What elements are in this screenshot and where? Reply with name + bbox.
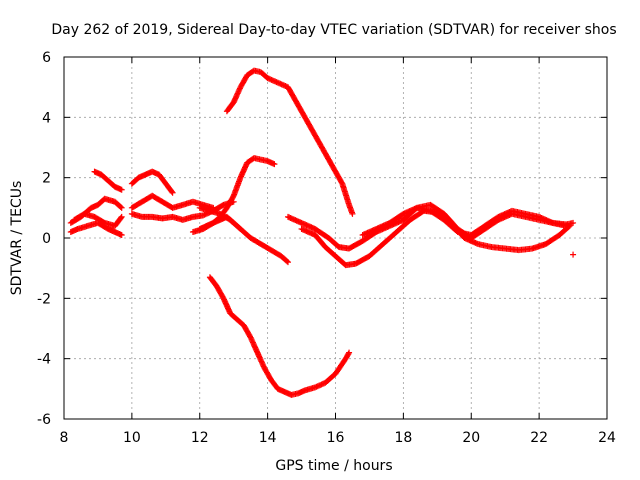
data-point — [117, 214, 124, 221]
data-point — [169, 189, 176, 196]
y-axis-label: SDTVAR / TECUs — [9, 181, 25, 296]
data-point — [284, 259, 291, 266]
y-tick-label: 4 — [42, 110, 51, 126]
series-track-evening-c — [359, 204, 570, 238]
data-point — [346, 349, 353, 356]
chart-title: Day 262 of 2019, Sidereal Day-to-day VTE… — [51, 22, 616, 38]
x-tick-label: 20 — [462, 430, 480, 446]
data-marks — [67, 67, 577, 398]
data-point — [570, 251, 577, 258]
data-point — [230, 198, 237, 205]
series-track-lower-arc — [206, 274, 353, 398]
x-tick-label: 18 — [394, 430, 412, 446]
data-point — [118, 204, 125, 211]
series-track-ten-bump — [128, 168, 176, 196]
x-tick-label: 10 — [123, 430, 141, 446]
data-point — [563, 222, 570, 229]
data-point — [237, 225, 244, 232]
data-point — [345, 350, 352, 357]
x-tick-label: 8 — [60, 430, 69, 446]
y-tick-label: -6 — [37, 412, 51, 428]
series-track-small-twelve — [196, 213, 244, 232]
x-tick-label: 16 — [327, 430, 345, 446]
series-track-left-spike — [91, 168, 125, 193]
data-point — [118, 231, 125, 238]
series-track-ten-band-a — [128, 192, 217, 211]
data-point — [117, 203, 124, 210]
x-tick-labels: 8 10 12 14 16 18 20 22 24 — [60, 430, 616, 446]
x-tick-label: 14 — [259, 430, 277, 446]
y-tick-label: 6 — [42, 50, 51, 66]
y-tick-label: 0 — [42, 231, 51, 247]
x-axis-label: GPS time / hours — [275, 458, 392, 474]
data-point — [284, 258, 291, 265]
y-tick-label: -4 — [37, 352, 51, 368]
axis-ticks — [63, 56, 608, 420]
data-point — [168, 188, 175, 195]
x-tick-label: 22 — [530, 430, 548, 446]
data-point — [118, 213, 125, 220]
y-tick-labels: -6 -4 -2 0 2 4 6 — [37, 50, 51, 428]
series-track-descending-twelve — [196, 204, 291, 266]
data-point — [570, 219, 577, 226]
data-point — [271, 161, 278, 168]
data-point — [236, 225, 243, 232]
x-tick-label: 24 — [598, 430, 616, 446]
grid-layer — [64, 57, 607, 419]
y-tick-label: 2 — [42, 171, 51, 187]
y-tick-label: -2 — [37, 291, 51, 307]
data-point — [118, 186, 125, 193]
data-point — [349, 210, 356, 217]
series-track-upper-arc — [223, 67, 356, 217]
series-track-outlier — [570, 251, 577, 258]
series-track-left-cluster-c — [71, 210, 125, 229]
x-tick-label: 12 — [191, 430, 209, 446]
